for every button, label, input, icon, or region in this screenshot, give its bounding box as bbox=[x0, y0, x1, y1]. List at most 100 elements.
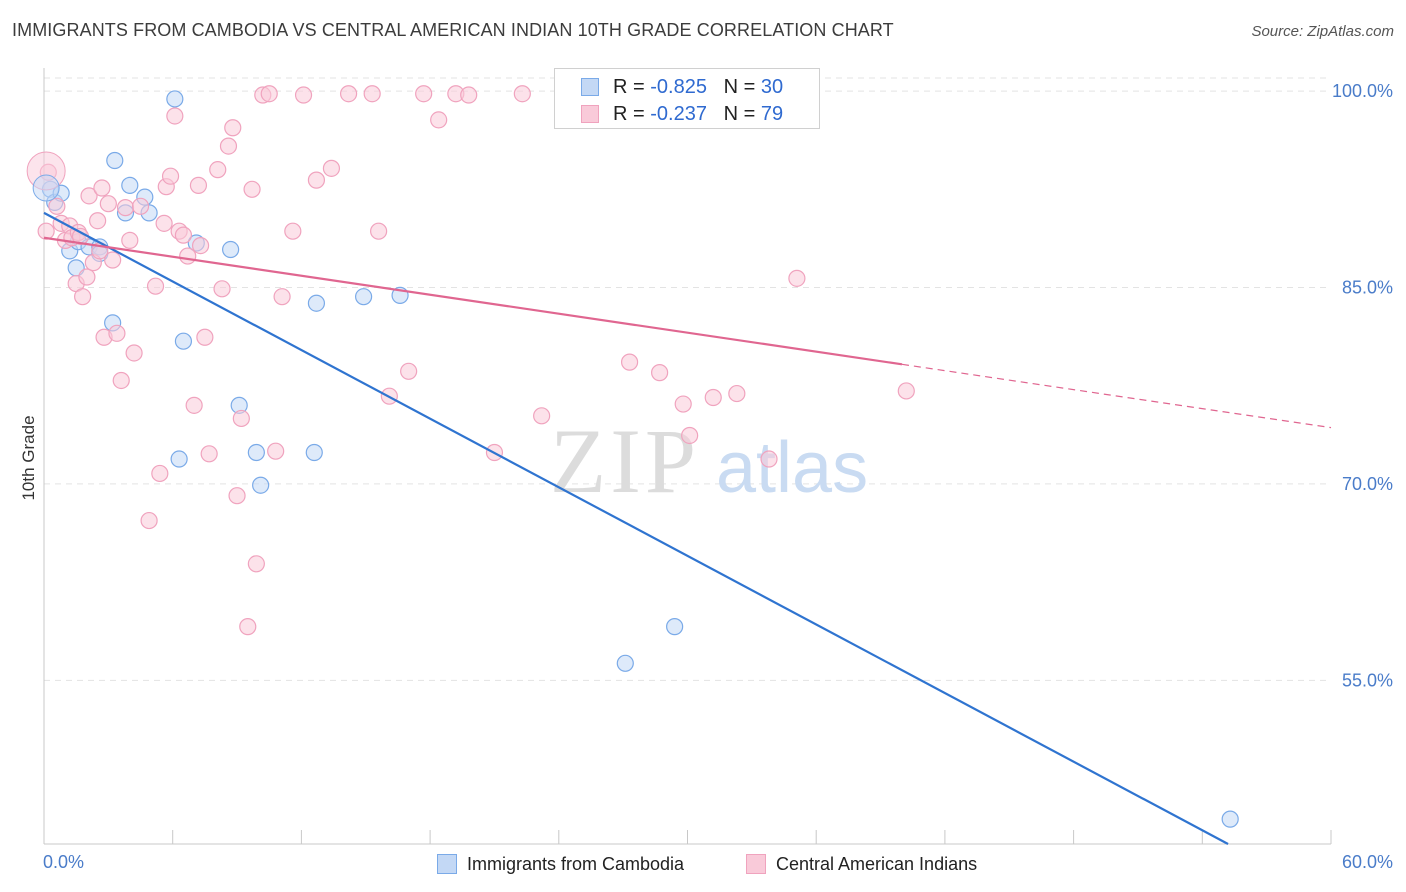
r-label: R = bbox=[613, 76, 651, 98]
data-point bbox=[651, 364, 669, 382]
data-point bbox=[121, 231, 139, 249]
y-tick-label: 55.0% bbox=[1342, 670, 1393, 690]
watermark-zip: ZIP bbox=[550, 410, 700, 512]
data-point bbox=[415, 85, 433, 103]
data-point bbox=[209, 161, 227, 179]
data-point bbox=[161, 167, 180, 185]
grid-layer bbox=[44, 77, 1331, 681]
legend-swatch bbox=[437, 854, 457, 874]
data-point bbox=[666, 618, 684, 636]
data-point bbox=[146, 277, 165, 295]
data-point bbox=[232, 409, 250, 428]
data-point bbox=[93, 179, 111, 197]
data-point bbox=[196, 328, 214, 346]
stats-text-cambodia: R = -0.825 N = 30 bbox=[613, 75, 783, 99]
r-value: -0.237 bbox=[650, 103, 707, 125]
chart-title: IMMIGRANTS FROM CAMBODIA VS CENTRAL AMER… bbox=[12, 20, 894, 40]
points-layer bbox=[26, 85, 1239, 828]
data-point bbox=[704, 388, 722, 407]
data-point bbox=[174, 226, 193, 244]
n-label: N = bbox=[723, 103, 761, 125]
legend-swatch-indians bbox=[581, 105, 599, 123]
trend-line-dashed-1 bbox=[901, 363, 1332, 429]
data-point bbox=[108, 324, 126, 342]
legend-swatch-cambodia bbox=[581, 78, 599, 96]
data-point bbox=[305, 443, 323, 462]
data-point bbox=[363, 85, 381, 103]
data-point bbox=[116, 199, 135, 217]
data-point bbox=[191, 237, 210, 255]
r-label: R = bbox=[613, 103, 651, 125]
data-point bbox=[400, 362, 418, 380]
legend-swatch bbox=[746, 854, 766, 874]
data-point bbox=[355, 288, 373, 306]
data-point bbox=[247, 555, 265, 573]
data-point bbox=[681, 426, 699, 445]
y-tick-labels: 100.0% 85.0% 70.0% 55.0% bbox=[1332, 81, 1393, 690]
data-point bbox=[370, 222, 388, 240]
n-label: N = bbox=[723, 76, 761, 98]
trend-line-0 bbox=[43, 211, 1229, 845]
data-point bbox=[174, 332, 193, 350]
x-tick-max: 60.0% bbox=[1341, 852, 1393, 872]
data-point bbox=[89, 212, 107, 230]
data-point bbox=[131, 197, 150, 215]
data-point bbox=[224, 119, 242, 137]
data-point bbox=[121, 176, 139, 194]
r-value: -0.825 bbox=[650, 76, 707, 98]
data-point bbox=[37, 222, 55, 240]
y-tick-label: 100.0% bbox=[1332, 81, 1393, 101]
y-tick-label: 85.0% bbox=[1342, 278, 1393, 298]
data-point bbox=[247, 443, 265, 462]
trend-line-1 bbox=[43, 236, 903, 366]
data-point bbox=[267, 442, 285, 460]
data-point bbox=[620, 353, 639, 371]
legend-item-cambodia[interactable]: Immigrants from Cambodia bbox=[437, 852, 684, 876]
data-point bbox=[80, 187, 98, 205]
legend-label: Immigrants from Cambodia bbox=[467, 854, 685, 874]
legend-label: Central American Indians bbox=[776, 854, 978, 874]
data-point bbox=[1221, 810, 1239, 828]
chart-source: Source: ZipAtlas.com bbox=[1251, 23, 1394, 40]
data-point bbox=[897, 382, 915, 400]
legend-item-indians[interactable]: Central American Indians bbox=[746, 852, 977, 876]
data-point bbox=[339, 85, 358, 103]
data-point bbox=[140, 511, 158, 530]
data-point bbox=[104, 251, 122, 269]
data-point bbox=[166, 107, 184, 125]
data-point bbox=[125, 344, 143, 362]
data-point bbox=[616, 654, 634, 672]
data-point bbox=[533, 407, 551, 425]
data-point bbox=[252, 476, 270, 494]
data-point bbox=[273, 288, 291, 306]
data-point bbox=[788, 269, 806, 287]
watermark: ZIP atlas bbox=[550, 410, 868, 512]
n-value: 79 bbox=[760, 103, 784, 125]
y-tick-label: 70.0% bbox=[1342, 474, 1393, 494]
data-point bbox=[513, 85, 531, 103]
data-point-large bbox=[32, 174, 60, 202]
data-point bbox=[170, 450, 188, 468]
data-point bbox=[222, 240, 240, 259]
data-point bbox=[213, 280, 231, 298]
data-point bbox=[189, 176, 208, 194]
data-point bbox=[48, 197, 66, 215]
series-points-1 bbox=[37, 85, 915, 636]
stats-text-indians: R = -0.237 N = 79 bbox=[613, 102, 783, 126]
data-point bbox=[674, 395, 692, 413]
data-point bbox=[260, 85, 278, 103]
data-point bbox=[99, 195, 117, 213]
data-point bbox=[284, 222, 302, 240]
data-point bbox=[307, 171, 326, 189]
data-point bbox=[430, 111, 448, 129]
data-point bbox=[760, 450, 778, 468]
data-point bbox=[294, 86, 313, 104]
data-point bbox=[106, 151, 124, 170]
data-point bbox=[74, 288, 92, 306]
data-point bbox=[151, 464, 169, 483]
data-point bbox=[243, 180, 261, 198]
data-point bbox=[200, 445, 218, 463]
data-point bbox=[728, 384, 746, 403]
trend-layer bbox=[43, 211, 1332, 845]
